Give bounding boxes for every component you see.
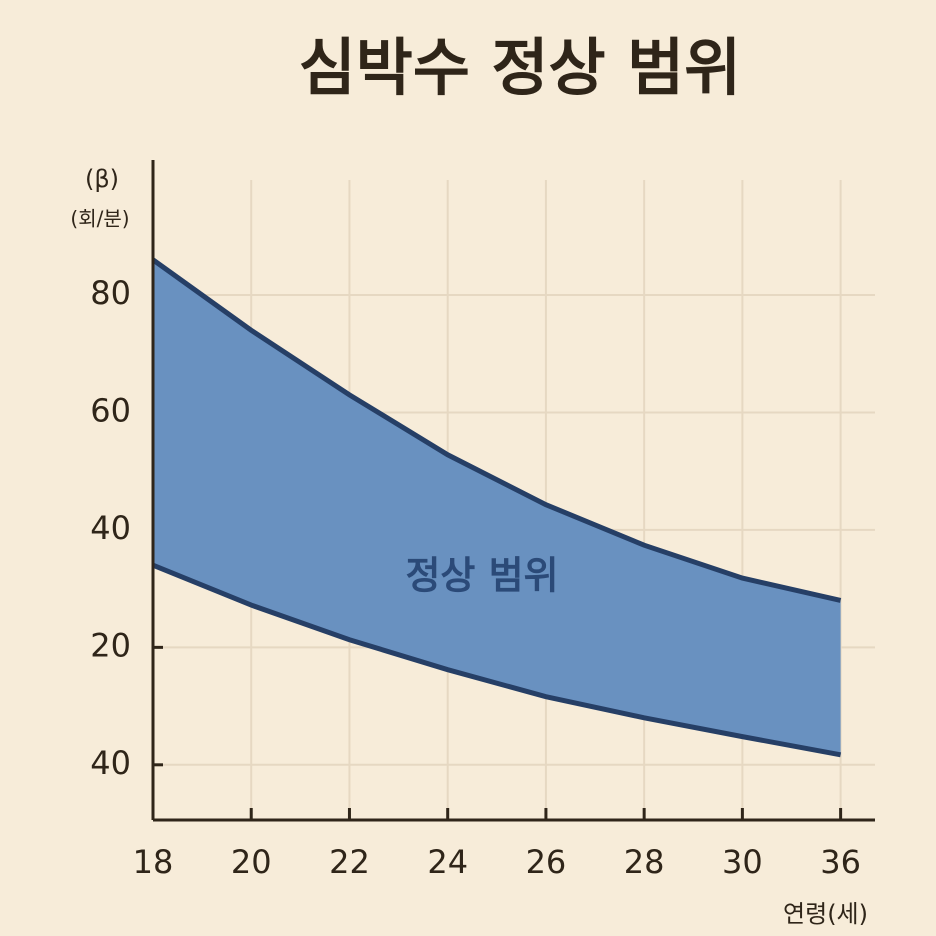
- y-tick-label: 60: [90, 391, 131, 429]
- x-tick-label: 20: [231, 843, 272, 881]
- lower-line: [152, 562, 842, 758]
- x-tick-label: 18: [133, 843, 174, 881]
- x-axis-label: 연령(세): [783, 900, 868, 928]
- x-tick-label: 30: [722, 843, 763, 881]
- x-tick-label: 36: [820, 843, 861, 881]
- y-unit: (β): [85, 165, 119, 193]
- y-tick-label: 80: [90, 274, 131, 312]
- x-tick-label: 22: [329, 843, 370, 881]
- band-fill: [153, 259, 841, 755]
- band-label: 정상 범위: [405, 554, 558, 598]
- x-tick-label: 28: [624, 843, 665, 881]
- y-tick-label: 40: [90, 509, 131, 547]
- x-tick-label: 26: [526, 843, 567, 881]
- chart-title: 심박수 정상 범위: [299, 31, 741, 104]
- y-tick-label: 40: [90, 744, 131, 782]
- y-tick-label: 20: [90, 626, 131, 664]
- upper-line: [151, 257, 842, 603]
- y-axis-label: (회/분): [70, 207, 129, 231]
- x-tick-label: 24: [427, 843, 468, 881]
